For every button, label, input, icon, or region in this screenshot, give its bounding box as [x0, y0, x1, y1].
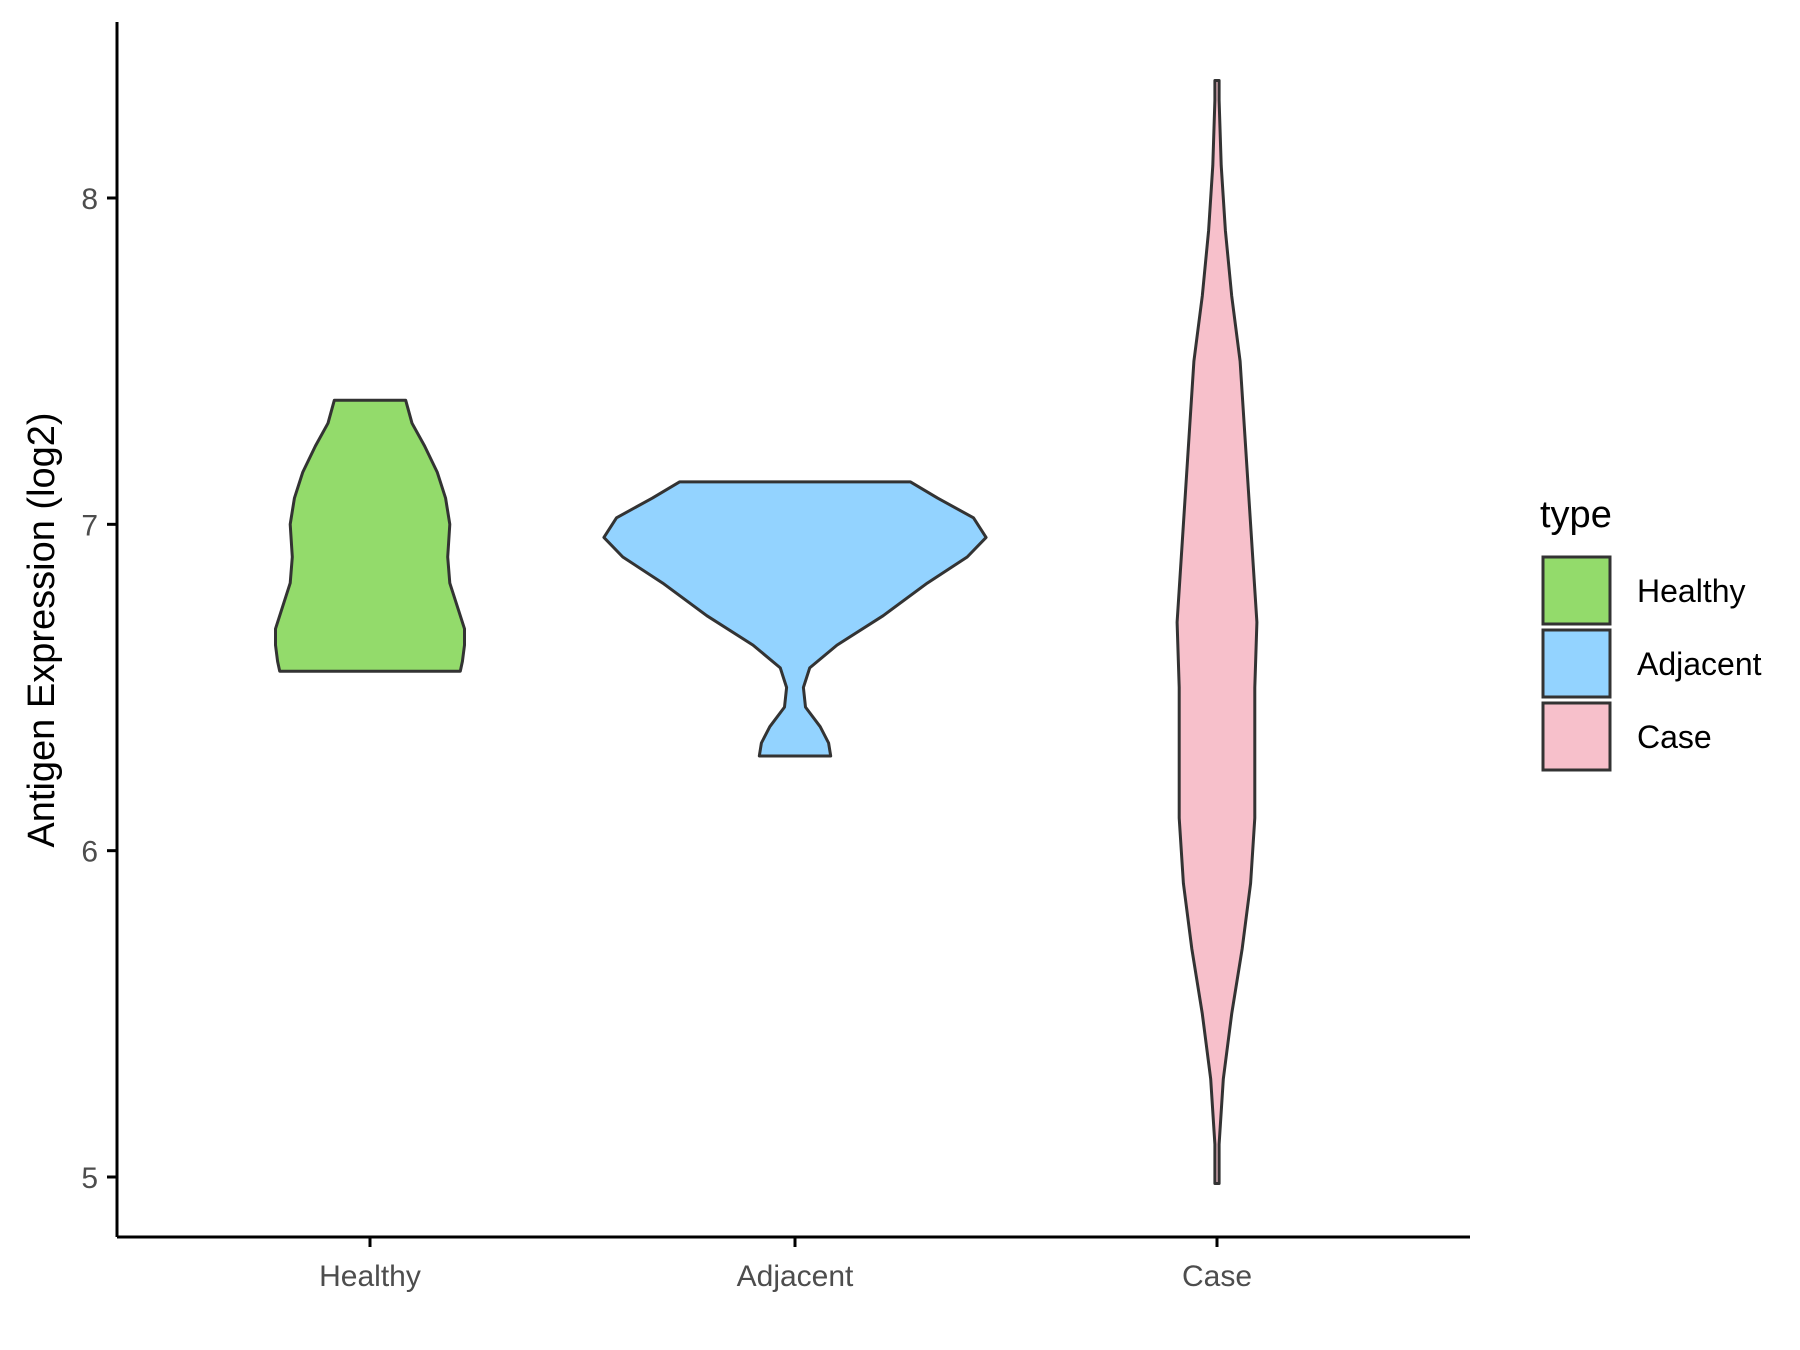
- y-tick-label-6: 6: [81, 836, 98, 869]
- violin-layer: [274, 79, 1259, 1185]
- violin-case: [1175, 79, 1259, 1185]
- y-axis-title: Antigen Expression (log2): [21, 412, 63, 847]
- x-tick-label-healthy: Healthy: [319, 1260, 421, 1293]
- y-tick-label-5: 5: [81, 1162, 98, 1195]
- y-ticks: 5 6 7 8: [81, 183, 117, 1195]
- y-tick-label-8: 8: [81, 183, 98, 216]
- violin-adjacent: [602, 480, 988, 758]
- legend-key-healthy: [1541, 555, 1612, 626]
- legend-label-case: Case: [1637, 719, 1712, 755]
- legend-label-adjacent: Adjacent: [1637, 646, 1762, 682]
- legend-title: type: [1540, 494, 1612, 536]
- x-tick-label-case: Case: [1182, 1260, 1252, 1293]
- legend: type Healthy Adjacent Case: [1540, 494, 1762, 772]
- legend-label-healthy: Healthy: [1637, 573, 1746, 609]
- violin-healthy: [274, 398, 466, 673]
- legend-key-adjacent: [1541, 628, 1612, 699]
- y-tick-label-7: 7: [81, 509, 98, 542]
- x-ticks: Healthy Adjacent Case: [319, 1237, 1252, 1293]
- x-tick-label-adjacent: Adjacent: [737, 1260, 854, 1293]
- legend-key-case: [1541, 701, 1612, 772]
